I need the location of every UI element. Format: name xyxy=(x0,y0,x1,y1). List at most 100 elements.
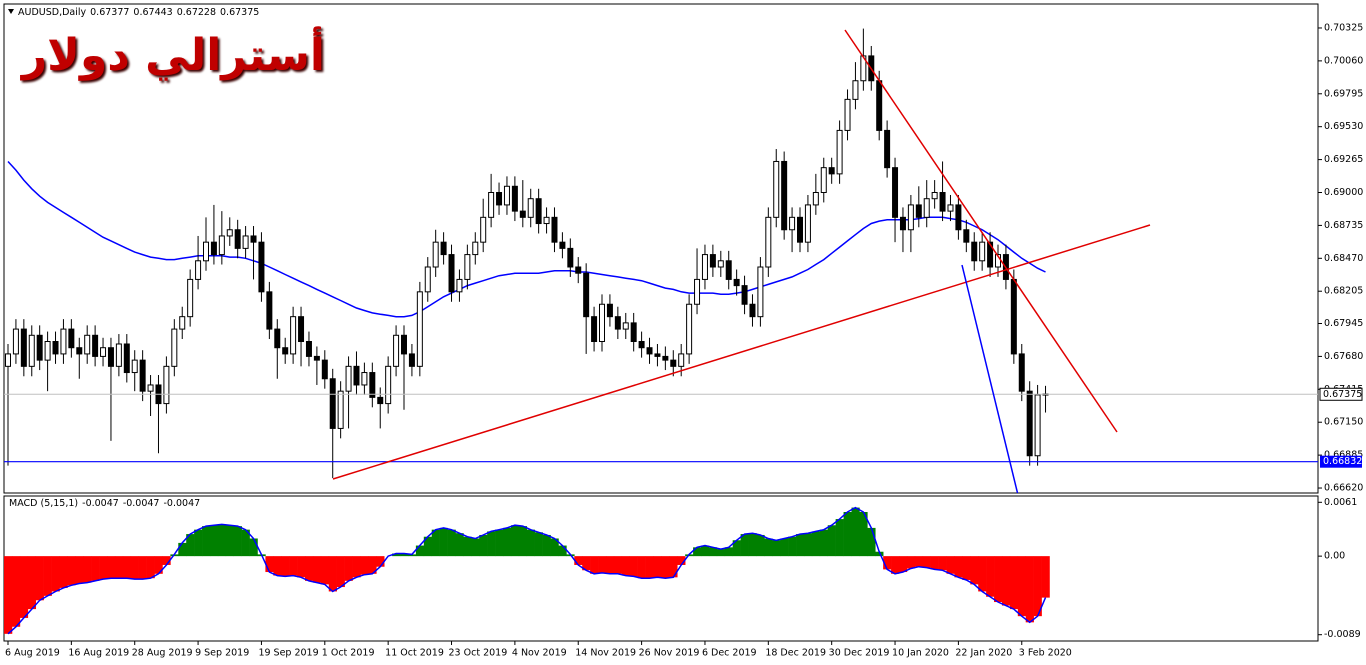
candle-body xyxy=(60,328,67,355)
candle-body xyxy=(923,198,930,218)
macd-bar xyxy=(154,556,163,574)
macd-bar xyxy=(249,538,258,557)
candle-body xyxy=(654,353,661,357)
macd-bar xyxy=(11,556,21,627)
candle-body xyxy=(84,334,91,355)
macd-bar xyxy=(772,540,781,557)
candle-body xyxy=(955,204,962,231)
candle-body xyxy=(638,341,645,349)
candle-body xyxy=(987,241,994,268)
candle-body xyxy=(844,98,851,131)
candle-body xyxy=(947,204,954,212)
macd-bar xyxy=(368,556,377,574)
macd-bar xyxy=(653,556,662,578)
candle-body xyxy=(408,353,415,367)
x-tick-label: 22 Jan 2020 xyxy=(955,648,1012,659)
candle-body xyxy=(606,303,613,318)
macd-reading: -0.0047 xyxy=(123,498,160,509)
macd-bar xyxy=(439,527,448,557)
macd-bar xyxy=(455,533,464,557)
main-pane xyxy=(3,3,1319,494)
close-reading: 0.67375 xyxy=(220,7,259,18)
candle-body xyxy=(591,316,598,343)
candle-body xyxy=(68,328,75,349)
candle-body xyxy=(147,384,154,392)
candle-body xyxy=(907,204,914,231)
y-tick-label: 0.67945 xyxy=(1324,318,1363,329)
menu-arrow[interactable] xyxy=(8,9,14,14)
candle-body xyxy=(242,235,249,249)
candle-body xyxy=(733,278,740,287)
macd-bar xyxy=(59,556,68,588)
macd-bar xyxy=(851,507,860,557)
candle-body xyxy=(717,260,724,268)
macd-bar xyxy=(186,534,195,557)
macd-bar xyxy=(645,556,654,579)
macd-bar xyxy=(138,556,147,580)
candle-body xyxy=(92,334,99,357)
macd-bar xyxy=(534,532,543,557)
macd-bar xyxy=(328,556,337,592)
x-tick-label: 16 Aug 2019 xyxy=(68,648,129,659)
candle-body xyxy=(298,316,305,343)
x-tick-label: 6 Aug 2019 xyxy=(5,648,60,659)
candle-body xyxy=(179,316,186,330)
y-tick-label: 0.69530 xyxy=(1324,121,1363,132)
macd-bar xyxy=(954,556,963,578)
candle-body xyxy=(551,216,558,243)
macd-bar xyxy=(202,526,211,557)
candle-body xyxy=(963,229,970,243)
candle-body xyxy=(725,260,732,280)
candle-body xyxy=(393,334,400,367)
x-tick-label: 9 Sep 2019 xyxy=(195,648,249,659)
macd-bar xyxy=(67,556,76,586)
macd-bar xyxy=(598,556,607,573)
macd-bar xyxy=(43,556,52,596)
y-tick-label: 0.68205 xyxy=(1324,286,1363,297)
candle-body xyxy=(979,241,986,262)
candle-body xyxy=(36,334,43,361)
x-tick-label: 3 Feb 2020 xyxy=(1019,648,1072,659)
macd-bar xyxy=(162,556,171,565)
candle-body xyxy=(171,328,178,367)
candle-body xyxy=(258,241,265,293)
symbol: AUDUSD,Daily xyxy=(18,7,87,18)
candle-body xyxy=(599,303,605,343)
macd-header: MACD (5,15,1) -0.0047 -0.0047 -0.0047 xyxy=(9,498,200,509)
candle-body xyxy=(28,334,35,367)
high-reading: 0.67443 xyxy=(133,7,172,18)
trend-lines xyxy=(332,29,1151,493)
candle-body xyxy=(646,347,653,355)
y-tick-label: 0.70325 xyxy=(1324,22,1363,33)
candle-body xyxy=(670,359,677,367)
open-reading: 0.67377 xyxy=(90,7,129,18)
macd-bar xyxy=(946,556,955,574)
x-tick-label: 4 Nov 2019 xyxy=(512,648,567,659)
trend-line xyxy=(961,264,1019,493)
level-label: 0.66832 xyxy=(1323,456,1362,467)
y-tick-label: 0.68735 xyxy=(1324,220,1363,231)
candle-body xyxy=(741,285,748,305)
macd-bar xyxy=(376,556,385,567)
candle-body xyxy=(876,80,883,131)
candle-body xyxy=(464,254,471,280)
macd-bar xyxy=(360,556,369,575)
candle-body xyxy=(559,241,566,249)
macd-bar xyxy=(273,556,282,576)
candle-body xyxy=(107,347,114,367)
macd-bar xyxy=(463,536,472,557)
macd-bar xyxy=(526,529,535,557)
macd-bar xyxy=(906,556,916,569)
macd-bar xyxy=(1041,556,1050,598)
macd-layer xyxy=(4,506,1050,635)
macd-bar xyxy=(788,536,797,557)
x-tick-label: 30 Dec 2019 xyxy=(829,648,890,659)
candle-body xyxy=(1034,394,1041,457)
macd-bar xyxy=(431,529,440,557)
y-tick-label: 0.67680 xyxy=(1324,351,1363,362)
macd-bar xyxy=(305,556,314,581)
macd-tick-label: -0.0089 xyxy=(1324,629,1361,640)
candle-body xyxy=(828,167,835,175)
macd-bar xyxy=(938,556,947,571)
macd-bar xyxy=(1025,556,1034,623)
